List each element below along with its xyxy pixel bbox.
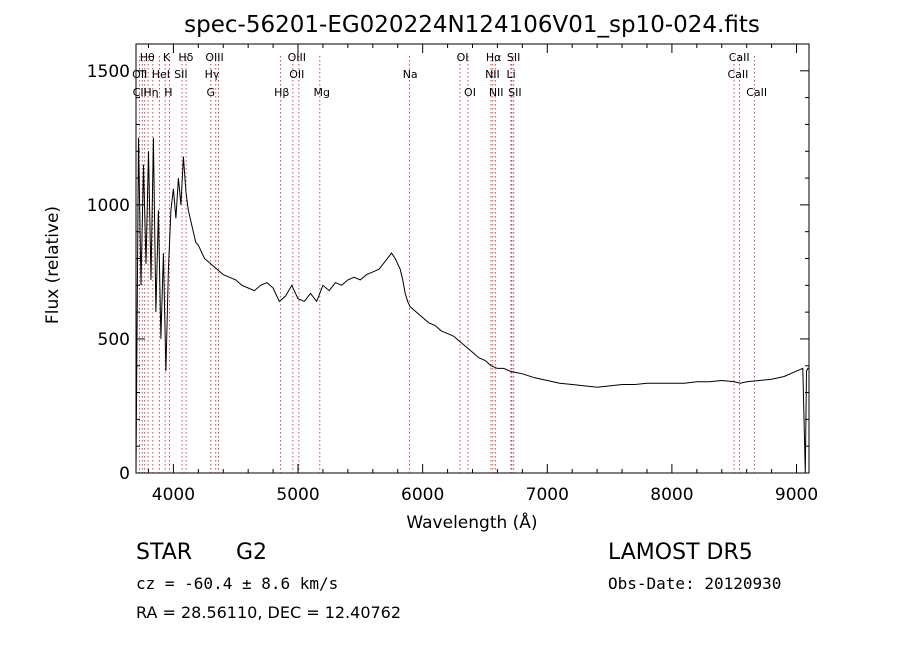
line-label-13: OII [289, 68, 304, 81]
x-tick-label-4000: 4000 [152, 485, 195, 505]
line-label-4: OIII [288, 51, 306, 64]
spectrum-series [135, 137, 809, 474]
obs-date: Obs-Date: 20120930 [608, 574, 782, 593]
line-label-11: SII [174, 68, 187, 81]
object-subclass: G2 [236, 540, 268, 565]
x-tick-label-9000: 9000 [775, 485, 818, 505]
x-tick-label-6000: 6000 [401, 485, 444, 505]
line-label-26: SII [508, 86, 521, 99]
line-label-16: Li [507, 68, 516, 81]
y-tick-label-1500: 1500 [87, 62, 130, 82]
ra-dec-readout: RA = 28.56110, DEC = 12.40762 [136, 603, 402, 622]
y-tick-label-0: 0 [119, 464, 130, 484]
x-axis: 4000 5000 6000 7000 8000 9000 [147, 44, 818, 505]
line-label-5: OI [457, 51, 469, 64]
line-label-17: CaII [728, 68, 749, 81]
line-label-20: H [164, 86, 172, 99]
line-label-2: Hδ [178, 51, 193, 64]
survey-name: LAMOST DR5 [608, 540, 753, 565]
line-label-3: OIII [205, 51, 223, 64]
line-label-24: OI [464, 86, 476, 99]
plot-frame [135, 43, 810, 474]
redshift-readout: cz = -60.4 ± 8.6 km/s [136, 574, 339, 593]
line-label-1: K [163, 51, 171, 64]
line-label-25: NII [489, 86, 504, 99]
line-label-6: Hα [486, 51, 502, 64]
line-label-22: Hβ [274, 86, 289, 99]
y-tick-label-1000: 1000 [87, 196, 130, 216]
line-label-15: NII [485, 68, 500, 81]
line-label-23: Mg [313, 86, 329, 99]
x-axis-label: Wavelength (Å) [406, 511, 537, 533]
line-label-12: Hγ [205, 68, 220, 81]
line-label-0: Hθ [140, 51, 155, 64]
object-class: STAR [136, 540, 193, 565]
y-tick-label-500: 500 [98, 330, 130, 350]
spectrum-line [135, 137, 809, 474]
spectrum-chart: spec-56201-EG020224N124106V01_sp10-024.f… [43, 12, 818, 533]
spectral-line-labels: Hθ K Hδ OIII OIII OI Hα SII CaII OII HeI SII Hγ OII Na… [132, 51, 767, 99]
line-label-10: HeI [152, 68, 170, 81]
y-axis: 0 500 1000 1500 [87, 62, 809, 484]
x-tick-label-7000: 7000 [526, 485, 569, 505]
line-label-7: SII [507, 51, 520, 64]
line-label-18: CII [133, 86, 147, 99]
y-axis-label: Flux (relative) [43, 206, 63, 324]
chart-title: spec-56201-EG020224N124106V01_sp10-024.f… [184, 12, 760, 38]
line-label-21: G [207, 86, 216, 99]
x-tick-label-8000: 8000 [650, 485, 693, 505]
line-label-27: CaII [746, 86, 767, 99]
line-label-19: Hη [143, 86, 158, 99]
line-label-14: Na [403, 68, 418, 81]
line-label-9: OII [132, 68, 147, 81]
spectral-line-markers [138, 56, 755, 473]
x-tick-label-5000: 5000 [276, 485, 319, 505]
line-label-8: CaII [729, 51, 750, 64]
